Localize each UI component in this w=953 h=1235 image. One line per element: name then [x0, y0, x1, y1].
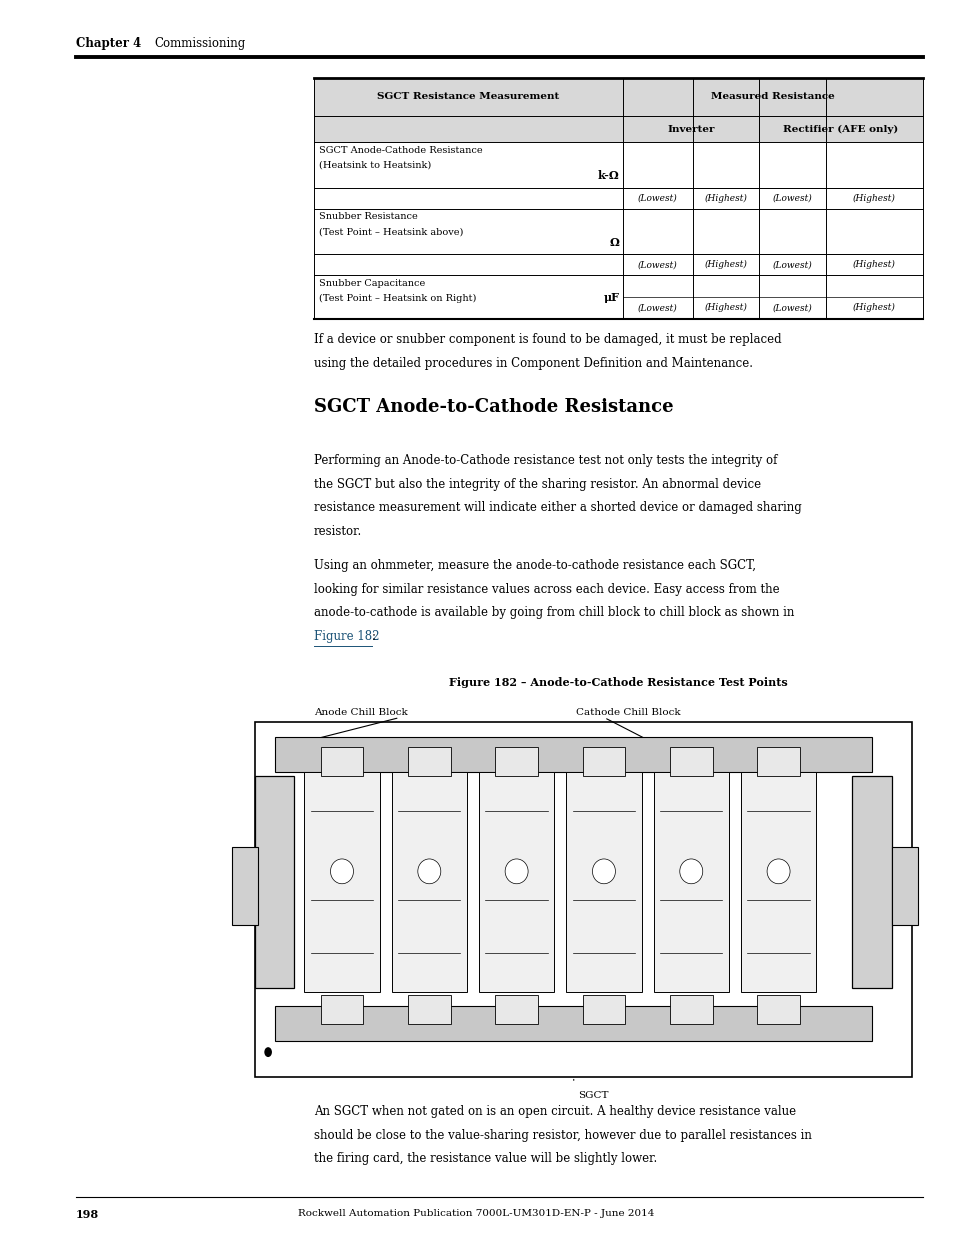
- Text: (Lowest): (Lowest): [772, 261, 812, 269]
- Text: Snubber Resistance: Snubber Resistance: [318, 212, 417, 221]
- Bar: [669, 995, 712, 1024]
- Text: SGCT Anode-Cathode Resistance: SGCT Anode-Cathode Resistance: [318, 146, 482, 154]
- Text: k-Ω: k-Ω: [597, 170, 618, 180]
- Bar: [565, 772, 641, 992]
- Text: (Highest): (Highest): [852, 261, 895, 269]
- Text: the SGCT but also the integrity of the sharing resistor. An abnormal device: the SGCT but also the integrity of the s…: [314, 478, 760, 492]
- Text: (Test Point – Heatsink on Right): (Test Point – Heatsink on Right): [318, 294, 476, 303]
- Bar: [232, 846, 258, 925]
- Bar: [314, 116, 922, 142]
- Text: (Lowest): (Lowest): [772, 194, 812, 203]
- Text: (Lowest): (Lowest): [638, 194, 678, 203]
- Ellipse shape: [766, 858, 789, 884]
- Text: (Test Point – Heatsink above): (Test Point – Heatsink above): [318, 227, 462, 236]
- Text: looking for similar resistance values across each device. Easy access from the: looking for similar resistance values ac…: [314, 583, 779, 597]
- Bar: [274, 736, 871, 772]
- Bar: [320, 995, 363, 1024]
- Text: Snubber Capacitance: Snubber Capacitance: [318, 279, 424, 288]
- Bar: [582, 995, 624, 1024]
- Bar: [314, 78, 922, 116]
- Text: (Highest): (Highest): [704, 304, 746, 312]
- Bar: [274, 1007, 871, 1041]
- Ellipse shape: [504, 858, 528, 884]
- Text: anode-to-cathode is available by going from chill block to chill block as shown : anode-to-cathode is available by going f…: [314, 606, 794, 620]
- Text: Inverter: Inverter: [667, 125, 714, 133]
- Text: (Heatsink to Heatsink): (Heatsink to Heatsink): [318, 161, 431, 169]
- Text: the firing card, the resistance value will be slightly lower.: the firing card, the resistance value wi…: [314, 1152, 657, 1166]
- Text: Using an ohmmeter, measure the anode-to-cathode resistance each SGCT,: Using an ohmmeter, measure the anode-to-…: [314, 559, 755, 573]
- Ellipse shape: [592, 858, 615, 884]
- Text: SGCT: SGCT: [578, 1091, 608, 1099]
- Text: (Lowest): (Lowest): [772, 304, 812, 312]
- Text: Rockwell Automation Publication 7000L-UM301D-EN-P - June 2014: Rockwell Automation Publication 7000L-UM…: [297, 1209, 653, 1218]
- Bar: [582, 747, 624, 776]
- Text: (Highest): (Highest): [704, 194, 746, 203]
- Bar: [495, 995, 537, 1024]
- Text: Anode Chill Block: Anode Chill Block: [314, 708, 407, 716]
- Text: Cathode Chill Block: Cathode Chill Block: [575, 708, 679, 716]
- Text: using the detailed procedures in Component Definition and Maintenance.: using the detailed procedures in Compone…: [314, 357, 752, 370]
- Text: Figure 182: Figure 182: [314, 630, 379, 643]
- Bar: [852, 776, 891, 988]
- Bar: [653, 772, 728, 992]
- Bar: [740, 772, 816, 992]
- Text: (Highest): (Highest): [852, 194, 895, 203]
- Text: (Highest): (Highest): [852, 304, 895, 312]
- Bar: [478, 772, 554, 992]
- Bar: [408, 747, 450, 776]
- Text: Ω: Ω: [609, 237, 618, 247]
- Text: resistor.: resistor.: [314, 525, 362, 538]
- Text: If a device or snubber component is found to be damaged, it must be replaced: If a device or snubber component is foun…: [314, 333, 781, 347]
- Ellipse shape: [679, 858, 702, 884]
- Text: (Lowest): (Lowest): [638, 261, 678, 269]
- Bar: [391, 772, 467, 992]
- Bar: [757, 747, 799, 776]
- Text: SGCT Anode-to-Cathode Resistance: SGCT Anode-to-Cathode Resistance: [314, 398, 673, 416]
- Ellipse shape: [417, 858, 440, 884]
- Text: Performing an Anode-to-Cathode resistance test not only tests the integrity of: Performing an Anode-to-Cathode resistanc…: [314, 454, 777, 468]
- Text: SGCT Resistance Measurement: SGCT Resistance Measurement: [377, 93, 559, 101]
- Text: 198: 198: [76, 1209, 99, 1220]
- Bar: [254, 776, 294, 988]
- Bar: [495, 747, 537, 776]
- Bar: [669, 747, 712, 776]
- Text: (Lowest): (Lowest): [638, 304, 678, 312]
- Bar: [891, 846, 917, 925]
- Circle shape: [264, 1047, 272, 1057]
- Text: Chapter 4: Chapter 4: [76, 37, 141, 51]
- Text: μF: μF: [603, 291, 618, 303]
- Bar: [757, 995, 799, 1024]
- Text: An SGCT when not gated on is an open circuit. A healthy device resistance value: An SGCT when not gated on is an open cir…: [314, 1105, 796, 1119]
- Ellipse shape: [330, 858, 354, 884]
- Text: resistance measurement will indicate either a shorted device or damaged sharing: resistance measurement will indicate eit…: [314, 501, 801, 515]
- Bar: [320, 747, 363, 776]
- Text: (Highest): (Highest): [704, 261, 746, 269]
- Text: Rectifier (AFE only): Rectifier (AFE only): [782, 125, 898, 133]
- Text: should be close to the value-sharing resistor, however due to parallel resistanc: should be close to the value-sharing res…: [314, 1129, 811, 1142]
- Text: Commissioning: Commissioning: [154, 37, 245, 51]
- Bar: [408, 995, 450, 1024]
- Text: Measured Resistance: Measured Resistance: [711, 93, 834, 101]
- Text: :: :: [372, 630, 375, 643]
- Text: Figure 182 – Anode-to-Cathode Resistance Test Points: Figure 182 – Anode-to-Cathode Resistance…: [449, 677, 787, 688]
- Bar: [254, 722, 910, 1077]
- Bar: [304, 772, 379, 992]
